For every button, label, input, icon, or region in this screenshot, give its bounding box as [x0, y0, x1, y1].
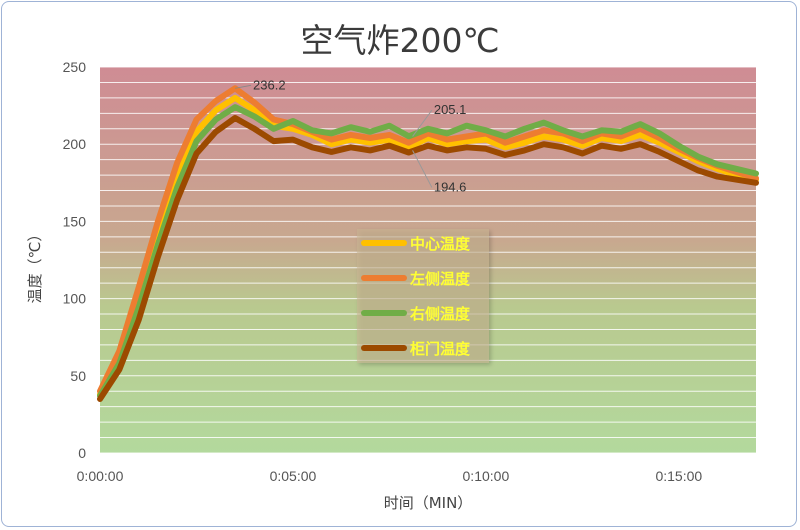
annotation-label: 205.1 [434, 102, 467, 117]
y-tick-label: 250 [63, 59, 87, 75]
annotation-leader [412, 109, 433, 137]
series-line [97, 115, 759, 402]
x-tick-label: 0:00:00 [77, 468, 124, 484]
legend-label: 柜门温度 [409, 340, 471, 358]
series-line [97, 85, 759, 395]
series-line [97, 104, 759, 399]
legend-box [357, 229, 489, 363]
y-axis-label: 温度（℃） [26, 227, 44, 304]
x-tick-label: 0:05:00 [270, 468, 317, 484]
chart-title: 空气炸200℃ [300, 21, 500, 60]
series-line [97, 94, 759, 398]
annotation-label: 236.2 [253, 77, 286, 92]
x-axis-label: 时间（MIN） [384, 494, 473, 512]
x-tick-label: 0:15:00 [655, 468, 702, 484]
annotation-leader [234, 84, 252, 89]
annotation-leader [412, 150, 433, 188]
y-tick-label: 200 [63, 136, 87, 152]
y-tick-label: 150 [63, 213, 87, 229]
watermark-text: 亿智蘑菇 [732, 505, 788, 521]
watermark: 亿智蘑菇 [704, 500, 788, 524]
y-tick-label: 50 [70, 368, 86, 384]
annotations: 236.2 205.1 194.6 [234, 77, 467, 194]
y-tick-label: 0 [78, 445, 86, 461]
y-tick-label: 100 [63, 291, 87, 307]
series-group [97, 85, 759, 402]
legend-label: 左侧温度 [409, 270, 471, 288]
legend-label: 中心温度 [410, 235, 471, 253]
x-axis-ticks: 0:00:00 0:05:00 0:10:00 0:15:00 [77, 468, 703, 484]
legend [357, 229, 489, 363]
x-tick-label: 0:10:00 [463, 468, 510, 484]
mushroom-logo-icon [704, 500, 728, 524]
y-axis-ticks: 0 50 100 150 200 250 [63, 59, 87, 461]
annotation-label: 194.6 [434, 179, 467, 194]
legend-label: 右侧温度 [410, 305, 471, 323]
